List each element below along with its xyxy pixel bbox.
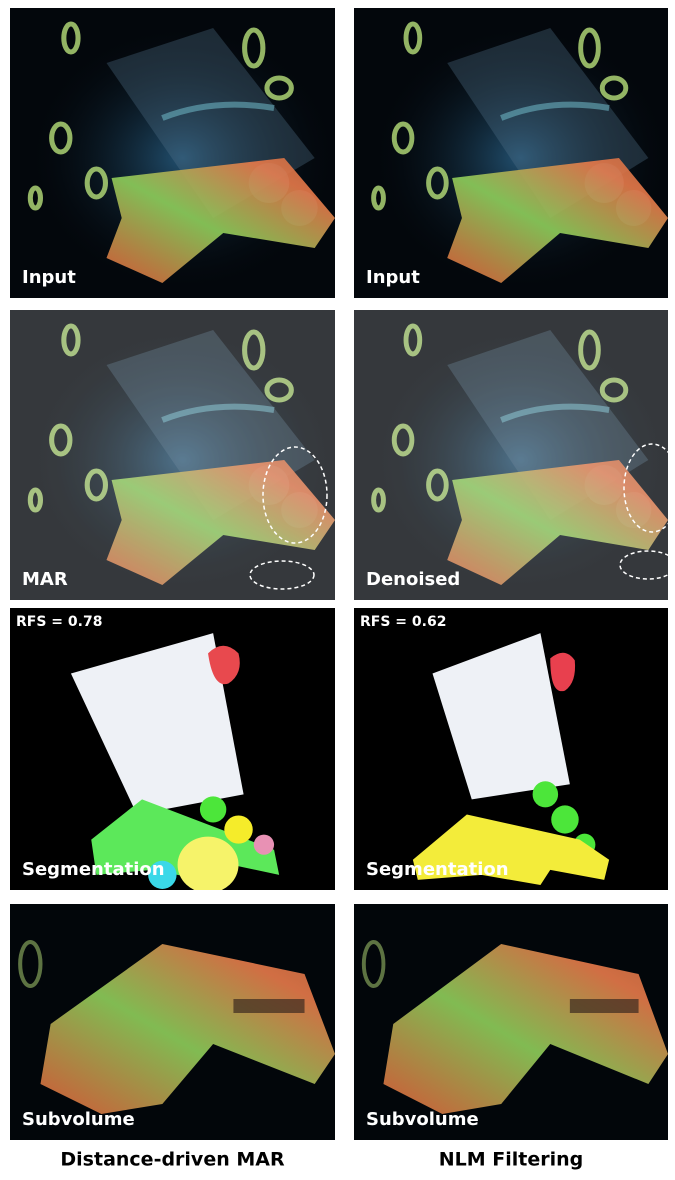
panel-image <box>10 310 345 600</box>
panel-label: Denoised <box>366 569 460 590</box>
panel-score: RFS = 0.78 <box>16 614 102 630</box>
panel-image <box>354 608 668 890</box>
panel: Input <box>354 8 675 298</box>
panel-label: Segmentation <box>366 859 509 880</box>
page: {"panels": [ {"label": "Input"}, {"label… <box>0 0 675 1176</box>
panels: Input Input MAR Denoised Segmentation RFS = 0… <box>10 8 675 1140</box>
panel: Subvolume <box>10 904 335 1140</box>
panel-image <box>10 8 345 298</box>
panel: MAR <box>10 310 345 600</box>
panel: Subvolume <box>354 904 668 1140</box>
panel: Input <box>10 8 345 298</box>
panel-label: Input <box>366 267 420 288</box>
panel-label: MAR <box>22 569 68 590</box>
panel-image <box>10 904 335 1140</box>
panel-label: Subvolume <box>22 1109 135 1130</box>
column-caption: NLM Filtering <box>439 1149 584 1171</box>
panel: Segmentation RFS = 0.78 <box>10 608 335 893</box>
panel-score: RFS = 0.62 <box>360 614 446 630</box>
panel-label: Input <box>22 267 76 288</box>
panel-image <box>10 608 335 893</box>
panel-image <box>354 8 675 298</box>
figure: Input Input MAR Denoised Segmentation RFS = 0… <box>0 0 675 1176</box>
panel-label: Subvolume <box>366 1109 479 1130</box>
panel: Segmentation RFS = 0.62 <box>354 608 668 890</box>
panel-image <box>354 904 668 1140</box>
column-caption: Distance-driven MAR <box>60 1149 285 1171</box>
panel-label: Segmentation <box>22 859 165 880</box>
